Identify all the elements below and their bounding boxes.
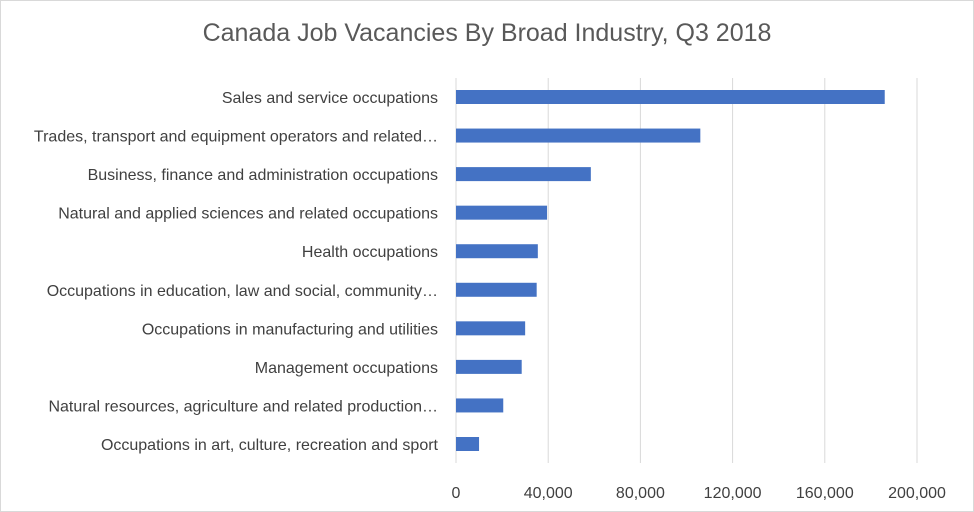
category-label: Trades, transport and equipment operator…: [34, 129, 438, 146]
bar: [456, 167, 591, 182]
bar: [456, 437, 480, 451]
x-tick-label: 40,000: [524, 485, 573, 502]
chart-title: Canada Job Vacancies By Broad Industry, …: [202, 19, 772, 47]
bar: [456, 282, 537, 297]
x-tick-label: 0: [452, 485, 461, 502]
x-tick-label: 120,000: [704, 485, 762, 502]
category-label: Natural and applied sciences and related…: [58, 206, 438, 223]
x-tick-label: 200,000: [888, 485, 946, 502]
category-label: Natural resources, agriculture and relat…: [48, 398, 438, 415]
category-label: Occupations in manufacturing and utiliti…: [142, 321, 438, 338]
bar: [456, 128, 701, 143]
bar: [456, 205, 548, 220]
bar: [456, 90, 885, 104]
bar: [456, 321, 526, 336]
category-label: Health occupations: [302, 244, 438, 261]
bar: [456, 359, 522, 374]
x-tick-label: 160,000: [796, 485, 854, 502]
category-label: Business, finance and administration occ…: [88, 167, 438, 184]
bar: [456, 398, 504, 413]
category-label: Occupations in education, law and social…: [47, 283, 438, 300]
category-label: Sales and service occupations: [222, 90, 438, 107]
bar: [456, 244, 538, 259]
x-tick-label: 80,000: [616, 485, 665, 502]
category-label: Occupations in art, culture, recreation …: [101, 437, 439, 454]
category-label: Management occupations: [255, 360, 438, 377]
